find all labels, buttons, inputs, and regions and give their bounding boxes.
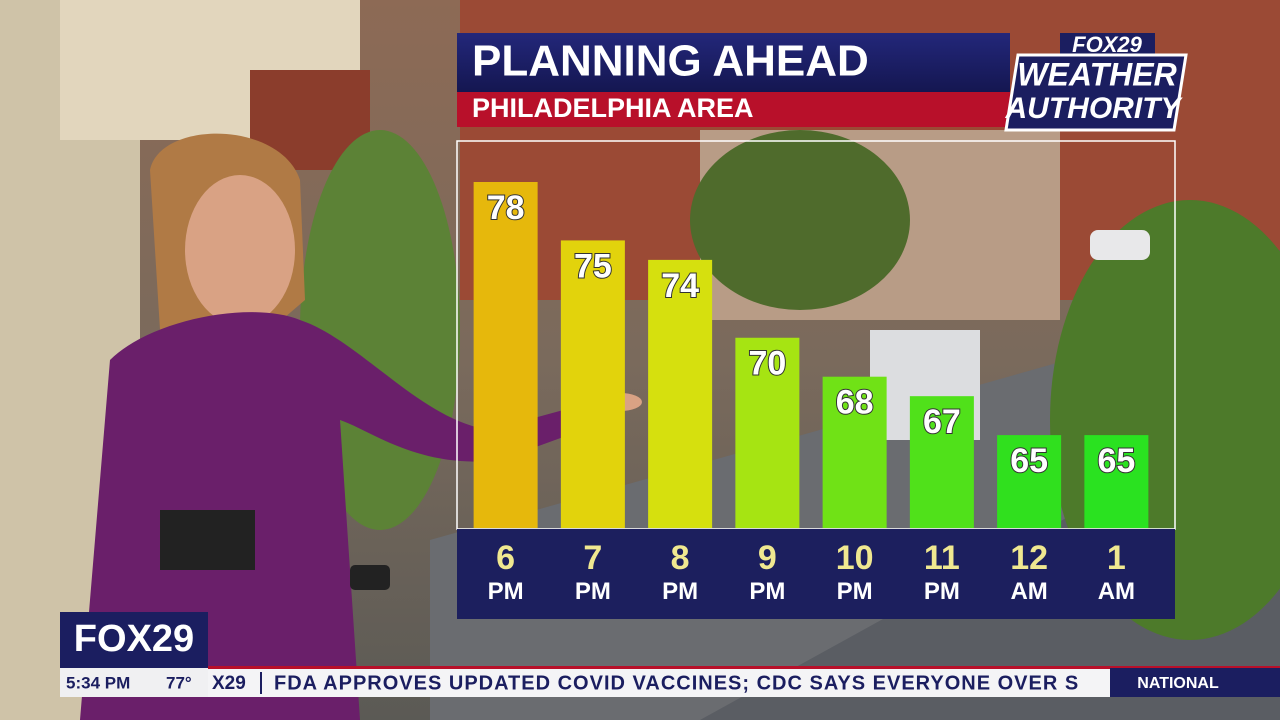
- value-label: 70: [748, 345, 786, 383]
- bar: [648, 259, 713, 528]
- logo: FOX29 WEATHER AUTHORITY: [1004, 32, 1188, 132]
- value-label: 65: [1010, 442, 1048, 480]
- subtitle-panel: [457, 92, 1010, 127]
- bar: [473, 182, 538, 528]
- title-panel: [457, 33, 1010, 93]
- temperature: 77°: [166, 673, 192, 692]
- x-tick-label: 8 PM: [662, 539, 698, 605]
- bar: [822, 376, 887, 528]
- bar: [560, 240, 625, 528]
- station-logo: FOX29: [74, 618, 194, 660]
- lower-third: FOX29 5:34 PM 77° X29 FDA APPROVES UPDAT…: [60, 612, 1280, 697]
- chart-title: PLANNING AHEAD: [472, 37, 869, 86]
- clock: 5:34 PM: [66, 673, 130, 692]
- logo-line2: AUTHORITY: [1005, 92, 1184, 125]
- bar: [997, 435, 1062, 528]
- ticker-tag: NATIONAL: [1137, 675, 1219, 692]
- chart-subtitle: PHILADELPHIA AREA: [472, 93, 754, 123]
- bars: 78 6 PM 75 7 PM 74 8 PM 70 9 PM 68 10 PM 67 11 PM 65 12 AM 65…: [473, 182, 1149, 605]
- value-label: 68: [836, 384, 874, 422]
- bar: [1084, 435, 1149, 528]
- category-band: [457, 529, 1175, 619]
- value-label: 65: [1097, 442, 1135, 480]
- x-tick-label: 1 AM: [1098, 539, 1135, 605]
- logo-line1: WEATHER: [1017, 56, 1176, 92]
- x-tick-label: 9 PM: [749, 539, 785, 605]
- value-label: 78: [487, 189, 525, 227]
- value-label: 74: [661, 267, 699, 305]
- ticker-headline: FDA APPROVES UPDATED COVID VACCINES; CDC…: [274, 672, 1079, 694]
- logo-brand: FOX29: [1072, 32, 1142, 57]
- x-tick-label: 12 AM: [1010, 539, 1048, 605]
- x-tick-label: 10 PM: [836, 539, 874, 605]
- x-tick-label: 7 PM: [575, 539, 611, 605]
- x-tick-label: 11 PM: [924, 539, 960, 605]
- ticker-brand: X29: [212, 673, 246, 694]
- value-label: 67: [923, 403, 961, 441]
- x-tick-label: 6 PM: [488, 539, 524, 605]
- bar: [735, 337, 800, 528]
- bar: [909, 396, 974, 528]
- value-label: 75: [574, 247, 612, 285]
